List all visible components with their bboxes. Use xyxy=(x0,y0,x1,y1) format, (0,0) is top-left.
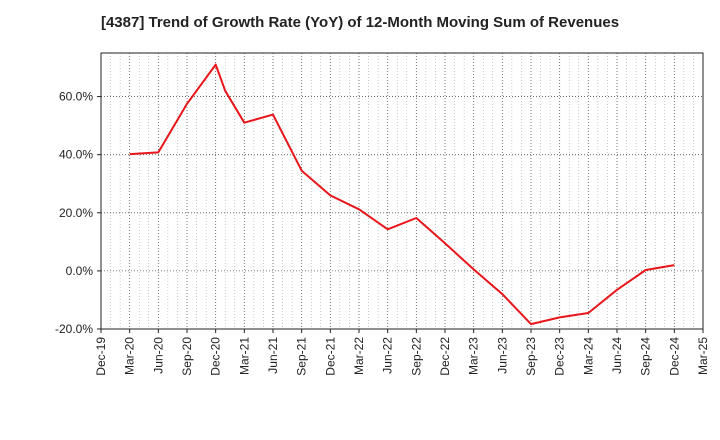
x-tick-label: Mar-25 xyxy=(696,337,710,375)
x-tick-label: Dec-22 xyxy=(438,337,452,376)
x-tick-label: Jun-21 xyxy=(266,337,280,374)
x-tick-label: Mar-20 xyxy=(123,337,137,375)
x-tick-label: Sep-24 xyxy=(639,337,653,376)
x-axis: Dec-19 Mar-20 Jun-20 Sep-20 Dec-20 Mar-21 Jun-… xyxy=(94,329,710,376)
x-tick-label: Sep-22 xyxy=(409,337,423,376)
y-tick-label: 20.0% xyxy=(59,206,93,220)
x-tick-label: Sep-21 xyxy=(295,337,309,376)
x-tick-label: Dec-20 xyxy=(209,337,223,376)
chart-title: [4387] Trend of Growth Rate (YoY) of 12-… xyxy=(100,14,620,31)
x-tick-label: Dec-24 xyxy=(667,337,681,376)
x-tick-label: Mar-21 xyxy=(237,337,251,375)
x-tick-label: Sep-23 xyxy=(524,337,538,376)
x-tick-label: Dec-19 xyxy=(94,337,108,376)
x-tick-label: Jun-23 xyxy=(495,337,509,374)
x-tick-label: Sep-20 xyxy=(180,337,194,376)
y-tick-label: 0.0% xyxy=(66,264,94,278)
x-tick-label: Jun-24 xyxy=(610,337,624,374)
x-tick-label: Jun-20 xyxy=(151,337,165,374)
grid xyxy=(101,53,703,330)
x-tick-label: Mar-24 xyxy=(581,337,595,375)
x-tick-label: Mar-23 xyxy=(467,337,481,375)
y-axis: -20.0% 0.0% 20.0% 40.0% 60.0% xyxy=(55,90,101,336)
y-tick-label: -20.0% xyxy=(55,322,93,336)
y-tick-label: 60.0% xyxy=(59,90,93,104)
series-line xyxy=(129,63,675,326)
x-tick-label: Jun-22 xyxy=(381,337,395,374)
x-tick-label: Dec-23 xyxy=(553,337,567,376)
y-tick-label: 40.0% xyxy=(59,148,93,162)
x-tick-label: Mar-22 xyxy=(352,337,366,375)
plot-area xyxy=(100,52,704,330)
x-tick-label: Dec-21 xyxy=(323,337,337,376)
